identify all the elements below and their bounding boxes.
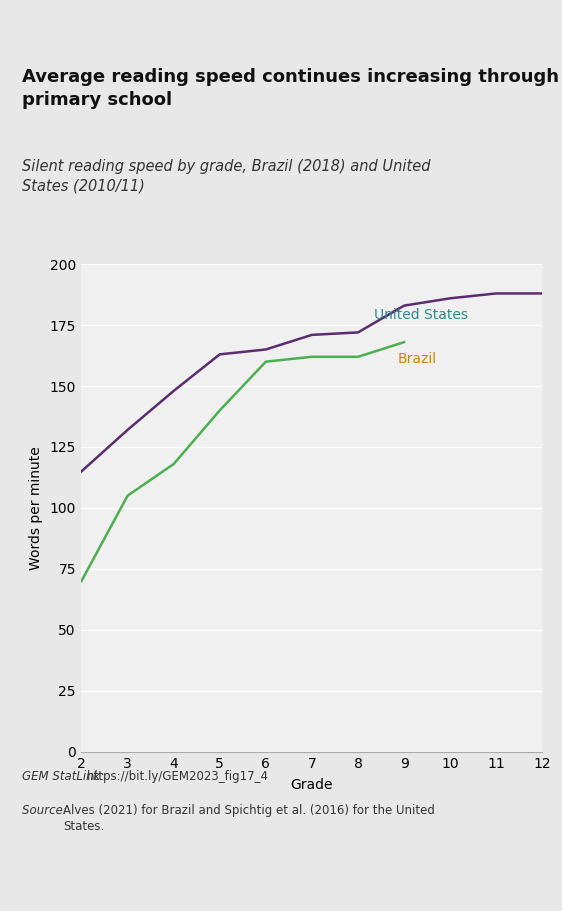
- Text: Average reading speed continues increasing through
primary school: Average reading speed continues increasi…: [22, 68, 560, 108]
- Text: GEM StatLink:: GEM StatLink:: [22, 770, 108, 783]
- Text: Alves (2021) for Brazil and Spichtig et al. (2016) for the United
States.: Alves (2021) for Brazil and Spichtig et …: [63, 804, 435, 834]
- X-axis label: Grade: Grade: [291, 778, 333, 792]
- Text: Brazil: Brazil: [397, 353, 436, 366]
- Y-axis label: Words per minute: Words per minute: [29, 446, 43, 569]
- Text: Source:: Source:: [22, 804, 71, 817]
- Text: United States: United States: [374, 308, 468, 322]
- Text: Silent reading speed by grade, Brazil (2018) and United
States (2010/11): Silent reading speed by grade, Brazil (2…: [22, 159, 431, 193]
- Text: https://bit.ly/GEM2023_fig17_4: https://bit.ly/GEM2023_fig17_4: [87, 770, 269, 783]
